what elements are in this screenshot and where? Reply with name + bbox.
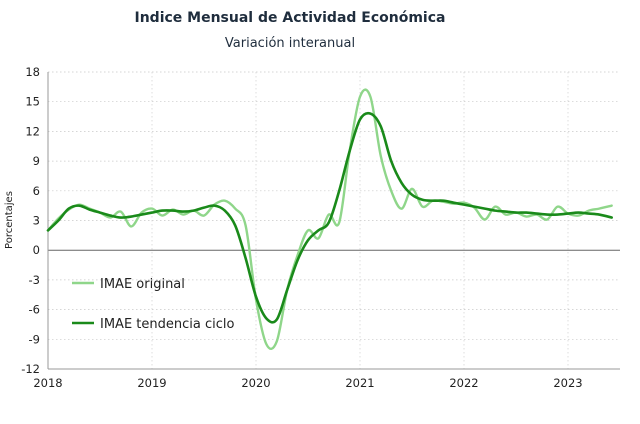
y-tick-label: 15 (25, 95, 40, 109)
x-tick-label: 2023 (553, 376, 582, 390)
x-tick-label: 2018 (33, 376, 62, 390)
y-tick-label: 0 (33, 243, 40, 257)
y-tick-label: 18 (25, 65, 40, 79)
chart-title: Indice Mensual de Actividad Económica (135, 10, 446, 26)
legend-label: IMAE original (100, 277, 185, 292)
y-tick-label: 12 (25, 124, 40, 138)
y-tick-label: 9 (33, 154, 40, 168)
x-tick-label: 2022 (449, 376, 478, 390)
x-tick-label: 2020 (241, 376, 270, 390)
y-tick-label: -6 (29, 303, 40, 317)
y-tick-label: -12 (21, 362, 40, 376)
y-axis-label: Porcentajes (4, 191, 15, 249)
legend-label: IMAE tendencia ciclo (100, 317, 234, 332)
series-group (46, 88, 613, 350)
y-tick-label: 6 (33, 184, 40, 198)
y-tick-label: -3 (29, 273, 40, 287)
y-tick-label: -9 (29, 332, 40, 346)
y-tick-label: 3 (33, 214, 40, 228)
x-tick-label: 2021 (345, 376, 374, 390)
chart-subtitle: Variación interanual (225, 36, 355, 51)
x-tick-label: 2019 (137, 376, 166, 390)
legend: IMAE original IMAE tendencia ciclo (72, 277, 234, 332)
series-line-imae-tendencia-ciclo (46, 111, 613, 324)
